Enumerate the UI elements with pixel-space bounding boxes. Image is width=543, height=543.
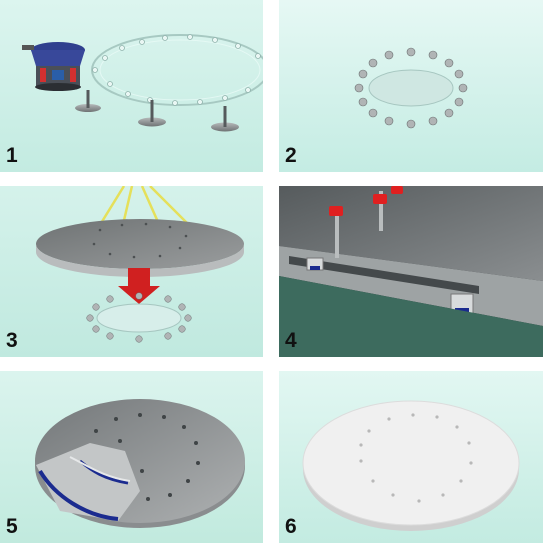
- gasket: [38, 469, 119, 521]
- panel-5-illustration: [0, 371, 263, 543]
- panel-5: 5: [0, 371, 263, 543]
- plate-holes: [92, 222, 188, 259]
- down-arrow: [118, 268, 160, 304]
- step-number-1: 1: [6, 144, 18, 167]
- step-number-6: 6: [285, 515, 297, 538]
- coated-plate: [302, 400, 520, 526]
- leveling-feet: [75, 90, 239, 132]
- panel-2-illustration: [279, 0, 543, 172]
- panel-3-illustration: [0, 186, 263, 357]
- glass-disc: [368, 69, 454, 107]
- plate-top-surface: [279, 186, 543, 281]
- dispensing-machine: [22, 42, 85, 91]
- step-number-3: 3: [6, 329, 18, 352]
- step-number-4: 4: [285, 329, 297, 352]
- cutaway-section: [36, 443, 140, 521]
- support-pins-ring: [354, 47, 468, 129]
- support-pins-ring: [86, 292, 192, 343]
- steel-plate: [36, 219, 244, 269]
- gasket: [455, 308, 469, 313]
- plate-holes: [94, 413, 200, 501]
- glass-ring: [91, 34, 263, 106]
- panel-3: 3: [0, 186, 263, 357]
- dispensing-nozzles: [329, 186, 403, 258]
- panel-4-illustration: [279, 186, 543, 357]
- panel-1: 1: [0, 0, 263, 172]
- step-number-2: 2: [285, 144, 297, 167]
- panel-4: 4: [279, 186, 543, 357]
- plate-holes: [359, 413, 473, 503]
- panel-2: 2: [279, 0, 543, 172]
- panel-1-illustration: [0, 0, 263, 172]
- step-number-5: 5: [6, 515, 18, 538]
- panel-6-illustration: [279, 371, 543, 543]
- ring-pins: [92, 34, 261, 106]
- panel-6: 6: [279, 371, 543, 543]
